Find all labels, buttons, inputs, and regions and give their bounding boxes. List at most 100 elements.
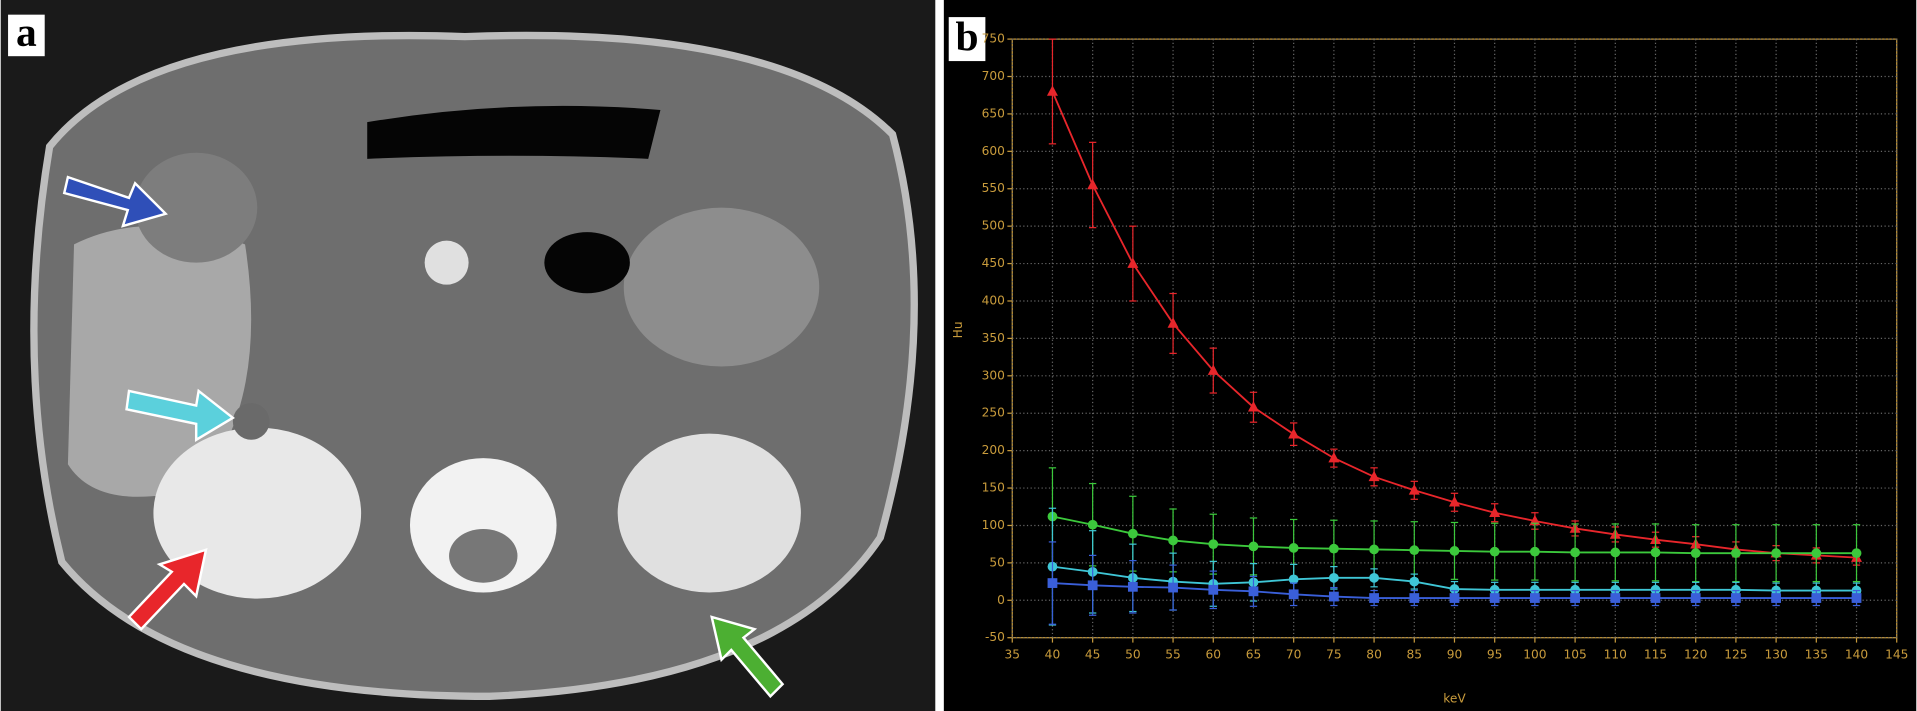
marker xyxy=(1168,535,1178,546)
panel-label: a xyxy=(16,9,37,55)
marker xyxy=(1288,589,1299,600)
marker xyxy=(1570,593,1580,603)
y-tick-label: 700 xyxy=(982,69,1005,83)
marker xyxy=(1046,85,1058,96)
ct-image: a xyxy=(0,0,936,711)
y-tick-label: 650 xyxy=(982,106,1005,120)
x-tick-label: 130 xyxy=(1764,647,1787,661)
ct-canal xyxy=(449,528,518,583)
marker xyxy=(1087,580,1098,591)
marker xyxy=(1368,470,1380,482)
blue-arrow xyxy=(62,175,168,228)
marker xyxy=(1168,582,1178,593)
marker xyxy=(1409,593,1420,603)
marker xyxy=(1207,364,1219,375)
y-axis-label: Hu xyxy=(951,321,965,338)
marker xyxy=(1087,178,1099,190)
panel-label-box xyxy=(8,14,45,57)
marker xyxy=(1288,543,1299,553)
y-tick-label: 450 xyxy=(982,256,1005,270)
x-tick-label: 95 xyxy=(1487,647,1503,661)
marker xyxy=(1650,547,1661,558)
marker xyxy=(1610,584,1621,595)
marker xyxy=(1771,593,1782,603)
marker xyxy=(1449,546,1460,556)
marker xyxy=(1409,576,1420,587)
marker xyxy=(1127,257,1139,268)
marker xyxy=(1369,572,1379,583)
marker xyxy=(1328,543,1339,554)
marker xyxy=(1449,584,1460,594)
x-tick-label: 35 xyxy=(1004,647,1020,661)
panel-label: b xyxy=(956,13,979,59)
y-tick-label: 750 xyxy=(982,32,1005,46)
marker xyxy=(1771,548,1782,559)
marker xyxy=(1247,401,1259,412)
marker xyxy=(1690,584,1701,595)
x-tick-label: 65 xyxy=(1246,647,1262,661)
ct-gas xyxy=(544,232,630,294)
marker xyxy=(1127,581,1138,592)
chart: b Hu keV -50 0 50 100 150 200 250 300 350 400 450 5… xyxy=(943,0,1917,711)
marker xyxy=(1650,593,1661,603)
marker xyxy=(1570,584,1580,595)
marker xyxy=(1530,584,1540,595)
marker xyxy=(1530,593,1540,603)
red-arrow xyxy=(127,547,208,631)
y-tick-label: -50 xyxy=(985,630,1005,644)
marker xyxy=(1570,547,1580,558)
x-tick-label: 90 xyxy=(1447,647,1463,661)
y-tick-label: 550 xyxy=(982,181,1005,195)
x-tick-label: 105 xyxy=(1563,647,1586,661)
panel-label-box xyxy=(948,17,986,62)
y-tick-label: 200 xyxy=(982,443,1005,457)
y-tick-label: 0 xyxy=(997,593,1005,607)
marker xyxy=(1489,593,1500,603)
y-tick-label: 150 xyxy=(982,481,1005,495)
x-tick-label: 135 xyxy=(1805,647,1828,661)
ct-mass xyxy=(623,207,820,367)
marker xyxy=(1731,593,1741,603)
y-tick-label: 50 xyxy=(989,555,1005,569)
marker xyxy=(1489,584,1500,595)
marker xyxy=(1448,496,1460,507)
x-tick-label: 125 xyxy=(1724,647,1747,661)
y-tick-label: 250 xyxy=(982,406,1005,420)
x-tick-label: 145 xyxy=(1885,647,1908,661)
marker xyxy=(1248,586,1259,597)
y-tick-label: 500 xyxy=(982,219,1005,233)
marker xyxy=(1530,546,1540,557)
x-tick-label: 80 xyxy=(1366,647,1382,661)
x-tick-label: 100 xyxy=(1523,647,1546,661)
y-tick-label: 400 xyxy=(982,293,1005,307)
marker xyxy=(1851,548,1862,559)
marker xyxy=(1690,548,1701,559)
x-tick-label: 110 xyxy=(1604,647,1627,661)
marker xyxy=(1328,591,1339,602)
x-tick-label: 85 xyxy=(1407,647,1423,661)
green-arrow xyxy=(710,615,785,699)
marker xyxy=(1731,584,1741,595)
x-tick-label: 55 xyxy=(1165,647,1181,661)
y-tick-label: 600 xyxy=(982,144,1005,158)
marker xyxy=(1610,593,1621,603)
x-tick-label: 120 xyxy=(1684,647,1707,661)
marker xyxy=(1369,593,1379,603)
ct-bowel-gas xyxy=(367,105,661,159)
marker xyxy=(1811,593,1822,603)
x-tick-label: 45 xyxy=(1085,647,1101,661)
x-tick-label: 60 xyxy=(1206,647,1222,661)
ct-lesion xyxy=(232,403,270,440)
ct-gallbladder xyxy=(135,152,258,263)
marker xyxy=(1610,547,1621,558)
marker xyxy=(1449,593,1460,603)
marker xyxy=(1489,546,1500,557)
marker xyxy=(1328,572,1339,583)
y-tick-label: 300 xyxy=(982,368,1005,382)
marker xyxy=(1731,548,1741,559)
x-tick-label: 40 xyxy=(1045,647,1061,661)
cyan-arrow xyxy=(125,388,235,442)
marker xyxy=(1328,452,1340,463)
